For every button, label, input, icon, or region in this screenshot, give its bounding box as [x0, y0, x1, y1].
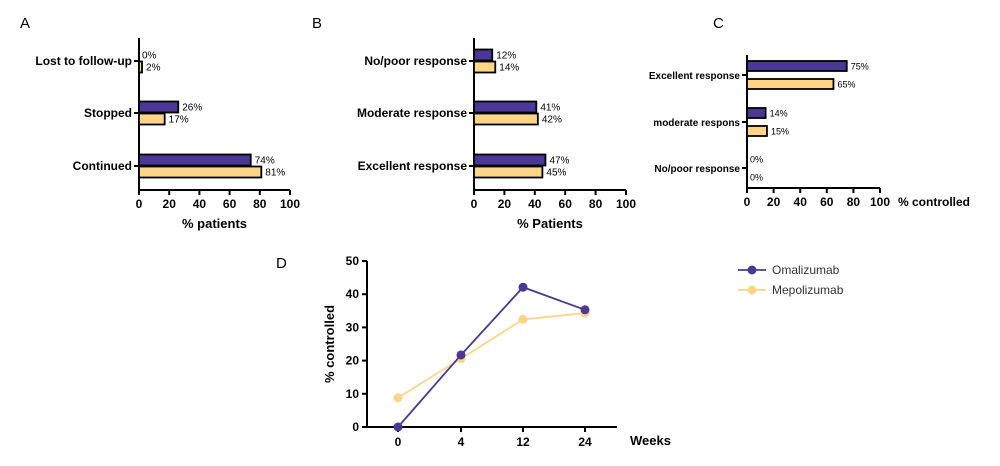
panel-label-b: B: [312, 15, 322, 32]
x-axis-title: % controlled: [898, 195, 970, 209]
bar-omalizumab: [473, 153, 547, 167]
x-tick-label: 24: [578, 435, 592, 449]
point-mepolizumab: [393, 393, 403, 403]
category-label: No/poor response: [364, 54, 467, 68]
y-tick-label: 10: [346, 387, 360, 401]
x-tick-label: 100: [616, 197, 636, 211]
line-omalizumab: [397, 286, 586, 428]
x-tick-label: 60: [559, 197, 573, 211]
bar-mepolizumab: [138, 112, 166, 126]
bar-value-label: 41%: [540, 103, 560, 114]
x-tick-label: 60: [223, 197, 237, 211]
x-tick-label: 60: [820, 195, 834, 209]
bar-value-label: 14%: [499, 63, 519, 74]
panel-c-chart: 0 20 40 60 80 100 Excellent response 75% 65% mode…: [649, 55, 970, 209]
bar-value-label: 0%: [142, 51, 157, 62]
x-tick-label: 20: [498, 197, 512, 211]
x-tick-label: 40: [528, 197, 542, 211]
x-tick-label: 0: [471, 197, 478, 211]
bar-mepolizumab: [138, 165, 263, 179]
x-tick-label: 100: [280, 197, 300, 211]
bar-value-label: 15%: [771, 127, 789, 137]
legend-marker: [747, 285, 757, 295]
category-label: Excellent response: [358, 159, 468, 173]
category-label: Continued: [73, 159, 132, 173]
category-label: No/poor response: [654, 164, 740, 175]
x-tick-label: 20: [767, 195, 781, 209]
legend-label: Omalizumab: [772, 263, 840, 277]
category-label: Excellent response: [649, 71, 741, 82]
panel-a-chart: 0 20 40 60 80 100 Lost to follow-up 0%2% Stopped…: [35, 38, 300, 231]
y-tick-label: 0: [352, 420, 359, 434]
panel-b-chart: 0 20 40 60 80 100 No/poor response 12%14% Modera…: [357, 38, 636, 231]
legend-marker: [747, 265, 757, 275]
y-tick-label: 40: [346, 287, 360, 301]
bar-value-label: 65%: [837, 80, 855, 90]
point-omalizumab: [580, 305, 590, 315]
panel-label-c: C: [713, 15, 724, 32]
category-label: moderate respons: [653, 118, 740, 129]
bar-value-label: 17%: [169, 115, 189, 126]
bar-value-label: 75%: [851, 62, 869, 72]
bar-value-label: 74%: [255, 156, 275, 167]
x-tick-label: 0: [136, 197, 143, 211]
bar-value-label: 45%: [546, 168, 566, 179]
x-tick-label: 40: [193, 197, 207, 211]
category-label: Lost to follow-up: [35, 54, 132, 68]
line-mepolizumab: [397, 312, 586, 399]
bar-mepolizumab: [746, 125, 768, 137]
bar-value-label: 14%: [770, 109, 788, 119]
x-tick-label: 80: [589, 197, 603, 211]
y-axis-title: % controlled: [322, 305, 337, 383]
category-label: Moderate response: [357, 106, 467, 120]
point-omalizumab: [518, 282, 528, 292]
panel-label-a: A: [20, 15, 30, 32]
bar-omalizumab: [746, 60, 848, 72]
point-omalizumab: [393, 422, 403, 432]
x-tick-label: 100: [870, 195, 890, 209]
bar-omalizumab: [473, 48, 494, 62]
x-tick-label: 80: [253, 197, 267, 211]
bar-mepolizumab: [473, 60, 497, 74]
x-tick-label: 12: [516, 435, 530, 449]
category-label: Stopped: [84, 106, 132, 120]
bar-value-label: 12%: [496, 51, 516, 62]
x-tick-label: 4: [458, 435, 465, 449]
bar-omalizumab: [138, 100, 180, 114]
bar-omalizumab: [138, 153, 252, 167]
x-tick-label: 0: [395, 435, 402, 449]
point-omalizumab: [456, 350, 466, 360]
panel-label-d: D: [276, 255, 287, 272]
y-tick-label: 20: [346, 354, 360, 368]
bar-value-label: 47%: [549, 156, 569, 167]
bar-value-label: 0%: [750, 173, 763, 183]
bar-mepolizumab: [138, 60, 143, 74]
bar-mepolizumab: [473, 165, 544, 179]
x-tick-label: 20: [163, 197, 177, 211]
bar-value-label: 0%: [750, 155, 763, 165]
legend-label: Mepolizumab: [772, 283, 844, 297]
bar-mepolizumab: [473, 112, 539, 126]
x-tick-label: 40: [794, 195, 808, 209]
bar-omalizumab: [473, 100, 538, 114]
bar-value-label: 2%: [146, 63, 161, 74]
bar-value-label: 42%: [542, 115, 562, 126]
point-mepolizumab: [518, 314, 528, 324]
bar-value-label: 81%: [265, 168, 285, 179]
x-tick-label: 80: [847, 195, 861, 209]
x-axis-title: Weeks: [630, 433, 671, 448]
x-axis-title: % patients: [182, 216, 247, 231]
bar-value-label: 26%: [182, 103, 202, 114]
y-tick-label: 30: [346, 320, 360, 334]
panel-d-chart: 0 10 20 30 40 50 0 4 12 24 Weeks % controlled Omaliz…: [322, 254, 844, 449]
y-tick-label: 50: [346, 254, 360, 268]
x-tick-label: 0: [744, 195, 751, 209]
bar-mepolizumab: [746, 78, 835, 90]
x-axis-title: % Patients: [517, 216, 583, 231]
bar-omalizumab: [746, 107, 767, 119]
